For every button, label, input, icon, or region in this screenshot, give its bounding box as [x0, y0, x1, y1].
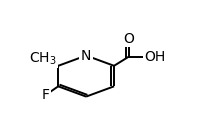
- Text: F: F: [41, 88, 49, 102]
- Text: OH: OH: [144, 50, 165, 64]
- Text: CH$_3$: CH$_3$: [29, 50, 57, 67]
- Text: N: N: [81, 49, 91, 63]
- Text: O: O: [123, 32, 134, 46]
